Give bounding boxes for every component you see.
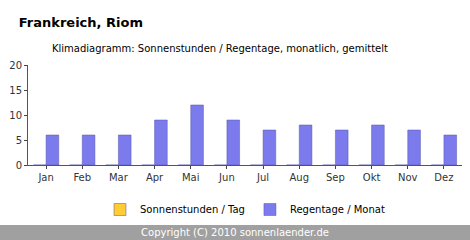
svg-text:Jun: Jun (218, 172, 235, 183)
svg-text:15: 15 (9, 85, 22, 96)
svg-text:5: 5 (16, 135, 22, 146)
svg-text:Frankreich, Riom: Frankreich, Riom (19, 15, 143, 30)
svg-text:Klimadiagramm: Sonnenstunden /: Klimadiagramm: Sonnenstunden / Regentage… (52, 43, 388, 54)
svg-text:10: 10 (9, 110, 22, 121)
svg-text:Mai: Mai (182, 172, 200, 183)
svg-text:Nov: Nov (398, 172, 418, 183)
svg-text:Aug: Aug (289, 172, 309, 183)
svg-text:Apr: Apr (146, 172, 164, 183)
html-text:Copyright (C) 2010 sonnenlaend: Copyright (C) 2010 sonnenlaender.de (141, 227, 329, 238)
svg-text:Jul: Jul (256, 172, 269, 183)
svg-text:Sep: Sep (326, 172, 345, 183)
svg-text:Feb: Feb (73, 172, 91, 183)
svg-text:20: 20 (9, 60, 22, 71)
svg-text:Regentage / Monat: Regentage / Monat (290, 204, 385, 215)
svg-text:Okt: Okt (363, 172, 381, 183)
svg-text:Dez: Dez (434, 172, 453, 183)
svg-text:Sonnenstunden / Tag: Sonnenstunden / Tag (140, 204, 245, 215)
svg-text:0: 0 (16, 160, 22, 171)
svg-text:Mar: Mar (109, 172, 129, 183)
svg-text:Jan: Jan (37, 172, 53, 183)
